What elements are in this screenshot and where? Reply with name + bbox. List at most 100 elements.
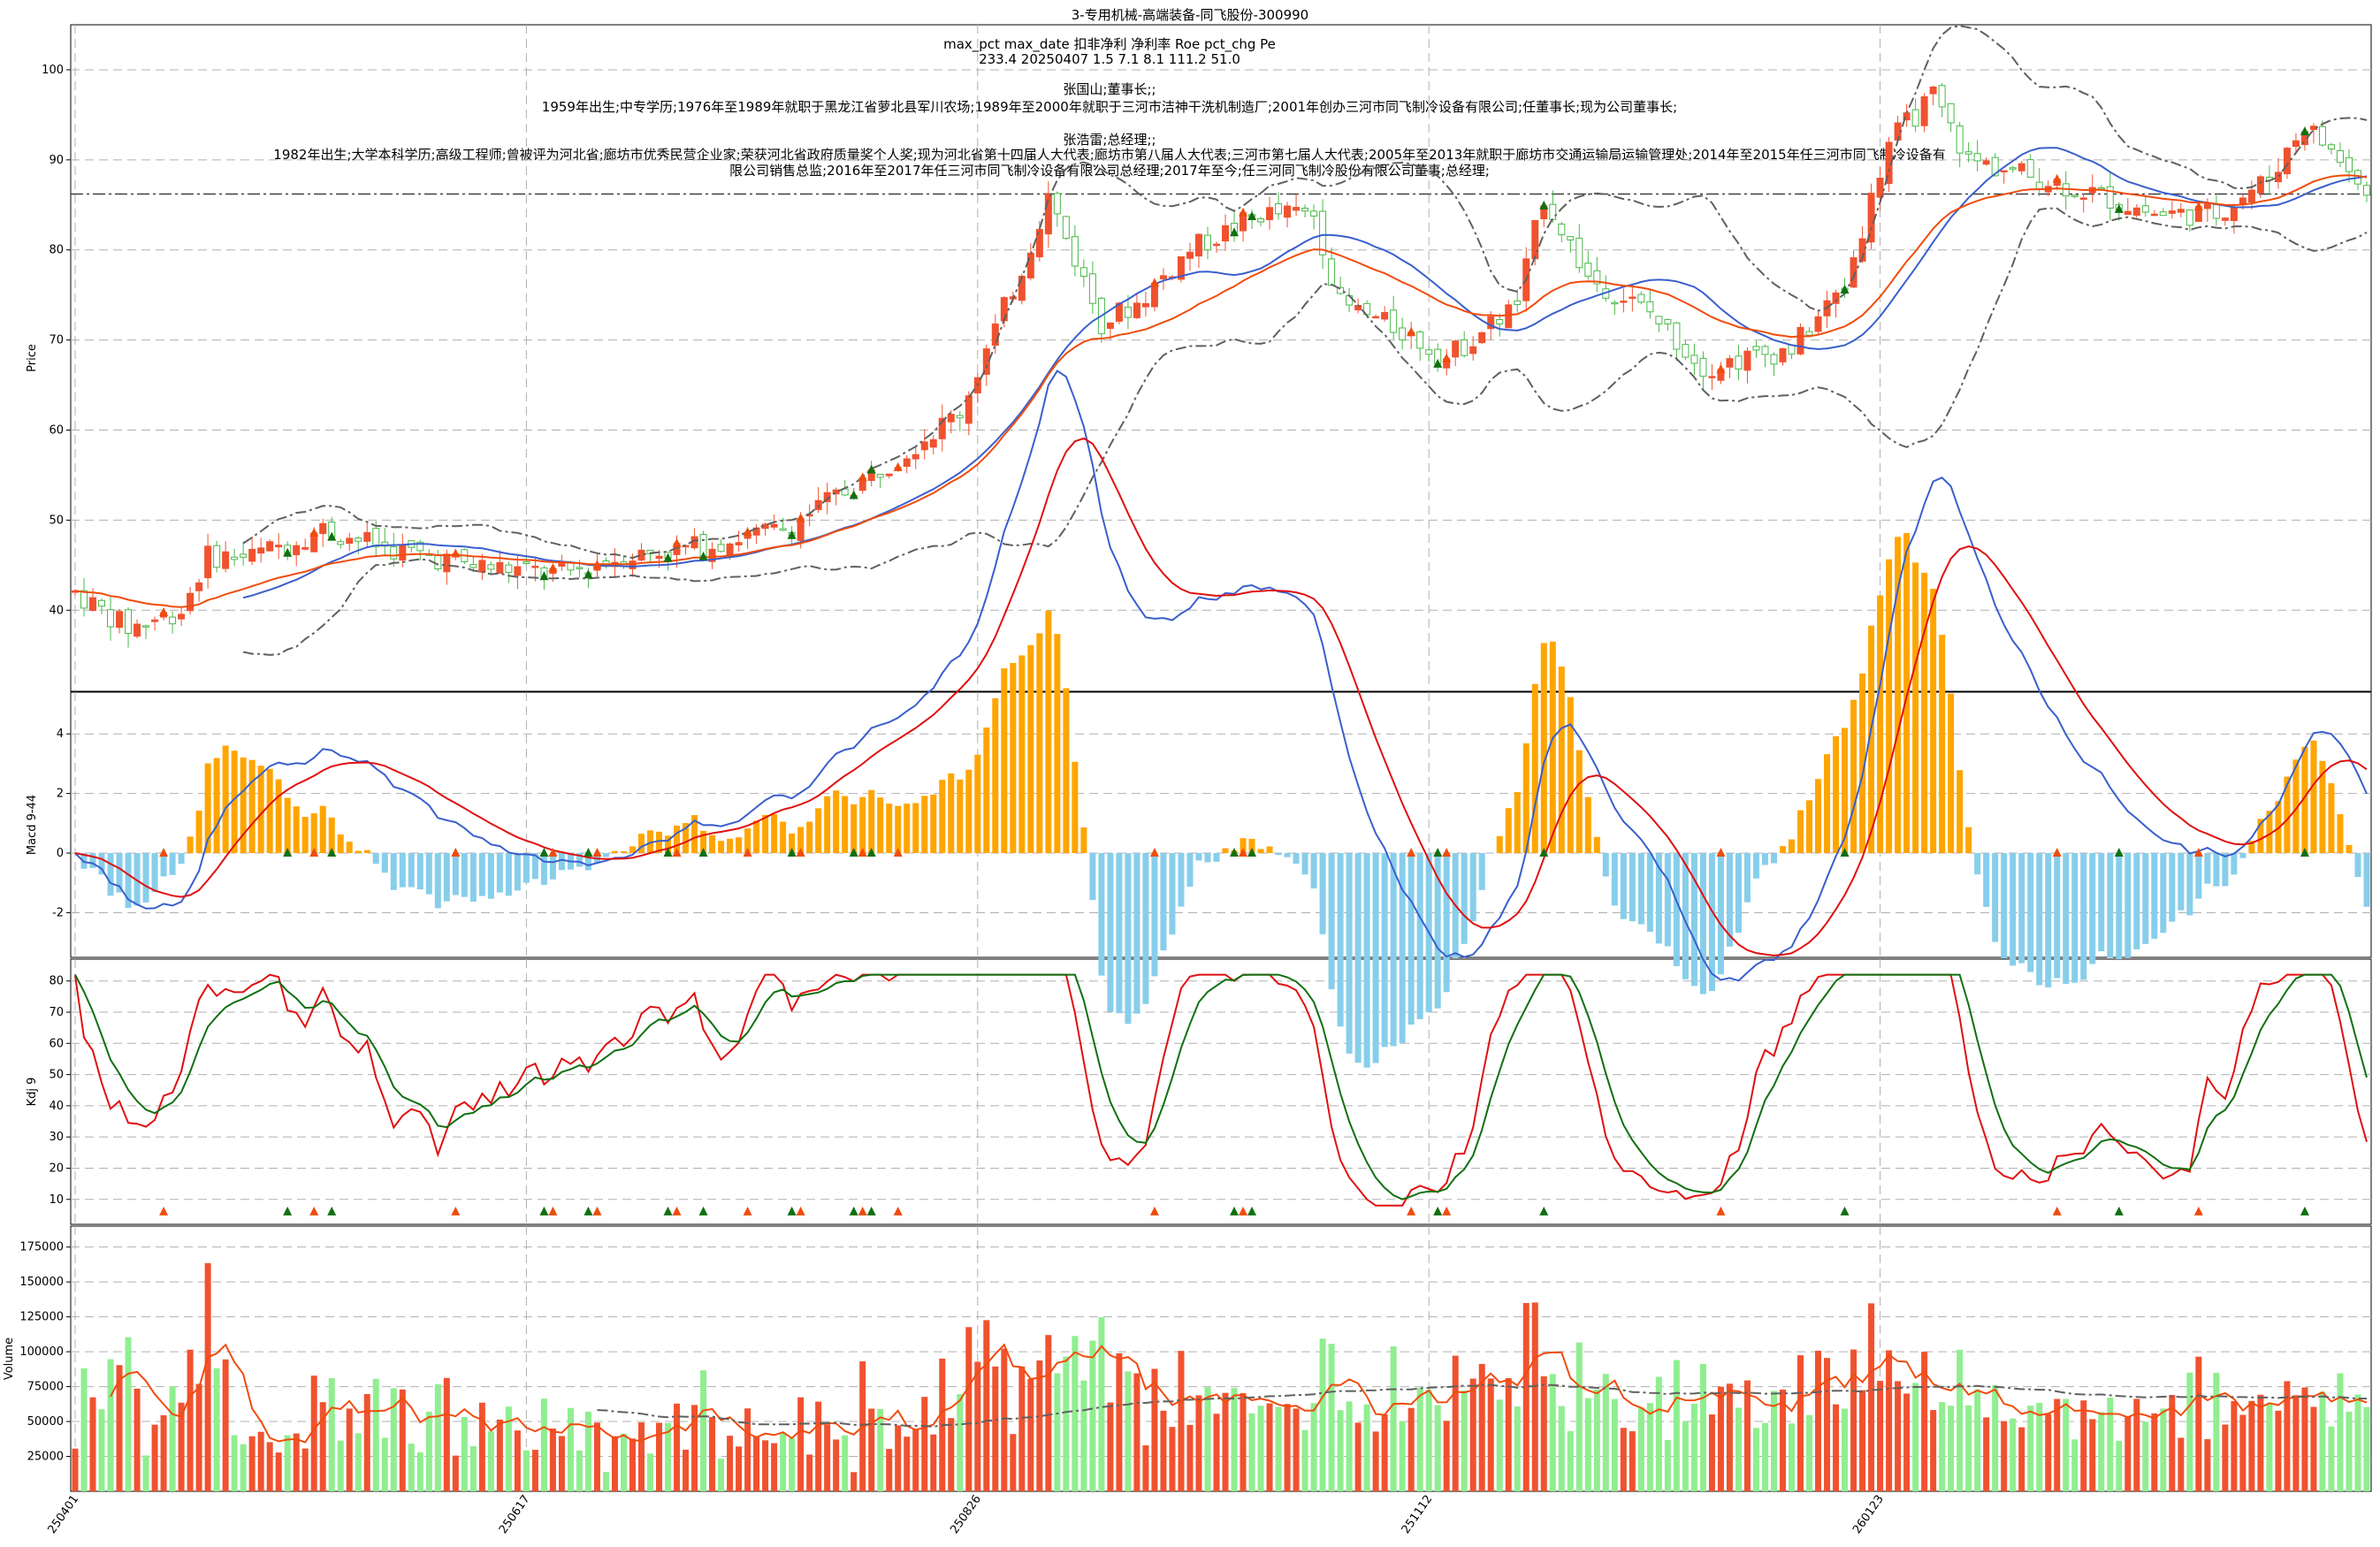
volume-bar	[1637, 1407, 1644, 1491]
macd-bar	[602, 853, 609, 857]
candle	[1982, 160, 1990, 165]
macd-bar	[2354, 853, 2361, 878]
volume-bar	[1390, 1346, 1397, 1491]
y-tick-label: 100000	[19, 1345, 64, 1359]
macd-bar	[2045, 853, 2052, 987]
volume-bar	[1806, 1414, 1813, 1491]
candle	[204, 545, 212, 579]
volume-bar	[1240, 1392, 1247, 1491]
candle	[2345, 156, 2353, 172]
volume-bar	[2036, 1402, 2043, 1491]
candle	[1124, 306, 1132, 318]
volume-bar	[399, 1389, 406, 1491]
macd-bar	[1319, 853, 1326, 934]
macd-bar	[1116, 853, 1123, 1014]
candle	[1106, 322, 1114, 329]
candle	[1062, 216, 1070, 240]
volume-bar	[558, 1436, 565, 1491]
candle	[2283, 148, 2291, 175]
macd-bar	[1434, 853, 1441, 1009]
candle	[257, 547, 265, 554]
volume-bar	[1310, 1403, 1317, 1491]
candle	[1947, 103, 1955, 124]
volume-bar	[355, 1433, 362, 1491]
volume-bar	[780, 1432, 787, 1491]
macd-bar	[1010, 662, 1017, 854]
volume-bar	[178, 1402, 185, 1491]
volume-bar	[1266, 1403, 1273, 1491]
candle	[1956, 125, 1964, 154]
macd-bar	[1514, 792, 1521, 854]
macd-bar	[815, 808, 822, 854]
volume-bar	[1957, 1349, 1964, 1491]
candle	[2132, 207, 2140, 216]
volume-bar	[824, 1424, 831, 1491]
volume-bar	[1443, 1421, 1450, 1491]
macd-bar	[1593, 836, 1600, 854]
volume-bar	[1743, 1380, 1751, 1491]
volume-bar	[523, 1450, 530, 1491]
macd-bar	[1275, 853, 1282, 856]
candle	[231, 556, 239, 560]
price-signal-marker	[159, 607, 169, 617]
macd-signal-marker	[1716, 848, 1726, 857]
candle	[947, 414, 955, 423]
volume-bar	[169, 1386, 176, 1491]
candle	[2079, 197, 2087, 200]
candle	[2327, 144, 2335, 150]
candle	[80, 590, 88, 609]
volume-bar	[2231, 1401, 2238, 1491]
volume-bar	[2292, 1395, 2300, 1491]
macd-bar	[169, 853, 176, 875]
volume-bar	[461, 1417, 468, 1491]
panel-frame	[70, 691, 2372, 958]
volume-bar	[1815, 1350, 1822, 1491]
volume-bar	[1850, 1349, 1857, 1491]
candle	[1071, 236, 1079, 267]
candle	[1150, 282, 1158, 308]
volume-bar	[1646, 1403, 1653, 1491]
candle	[1293, 207, 1301, 211]
volume-bar	[727, 1436, 734, 1491]
candle	[2274, 171, 2282, 183]
macd-bar	[833, 790, 840, 854]
kdj-signal-marker	[548, 1206, 558, 1216]
volume-bar	[789, 1437, 796, 1491]
volume-bar	[1735, 1407, 1742, 1491]
macd-bar	[2142, 853, 2149, 944]
macd-bar	[2222, 853, 2229, 887]
macd-signal-marker	[849, 848, 858, 857]
macd-bar	[523, 853, 530, 883]
chart-title: 3-专用机械-高端装备-同飞股份-300990	[1072, 7, 1308, 23]
volume-bar	[2354, 1394, 2361, 1491]
volume-bar	[2027, 1406, 2034, 1491]
volume-bar	[2001, 1421, 2008, 1491]
volume-bar	[806, 1454, 813, 1491]
volume-bar	[1558, 1406, 1565, 1491]
volume-bar	[1983, 1417, 1990, 1491]
price-signal-marker	[866, 464, 876, 474]
candle	[1911, 109, 1919, 127]
candle	[1929, 86, 1937, 95]
macd-bar	[1346, 853, 1353, 1054]
volume-bar	[1169, 1427, 1176, 1491]
volume-bar	[1540, 1376, 1547, 1491]
volume-bar	[531, 1450, 538, 1491]
macd-bar	[505, 853, 512, 896]
macd-bar	[886, 804, 893, 854]
kdj-signal-marker	[893, 1206, 903, 1216]
candle	[505, 564, 513, 574]
volume-bar	[895, 1425, 902, 1491]
macd-bar	[1036, 633, 1043, 854]
candle	[1531, 219, 1539, 260]
macd-signal-marker	[893, 848, 903, 857]
y-tick-label: 80	[49, 244, 64, 257]
macd-bar	[549, 853, 556, 880]
x-tick-label: 250401	[46, 1493, 82, 1536]
macd-signal-marker	[309, 848, 319, 857]
candle	[1567, 236, 1575, 240]
macd-bar	[1257, 849, 1264, 854]
candle	[416, 541, 424, 552]
candle	[1452, 340, 1460, 358]
macd-bar	[1690, 853, 1697, 987]
